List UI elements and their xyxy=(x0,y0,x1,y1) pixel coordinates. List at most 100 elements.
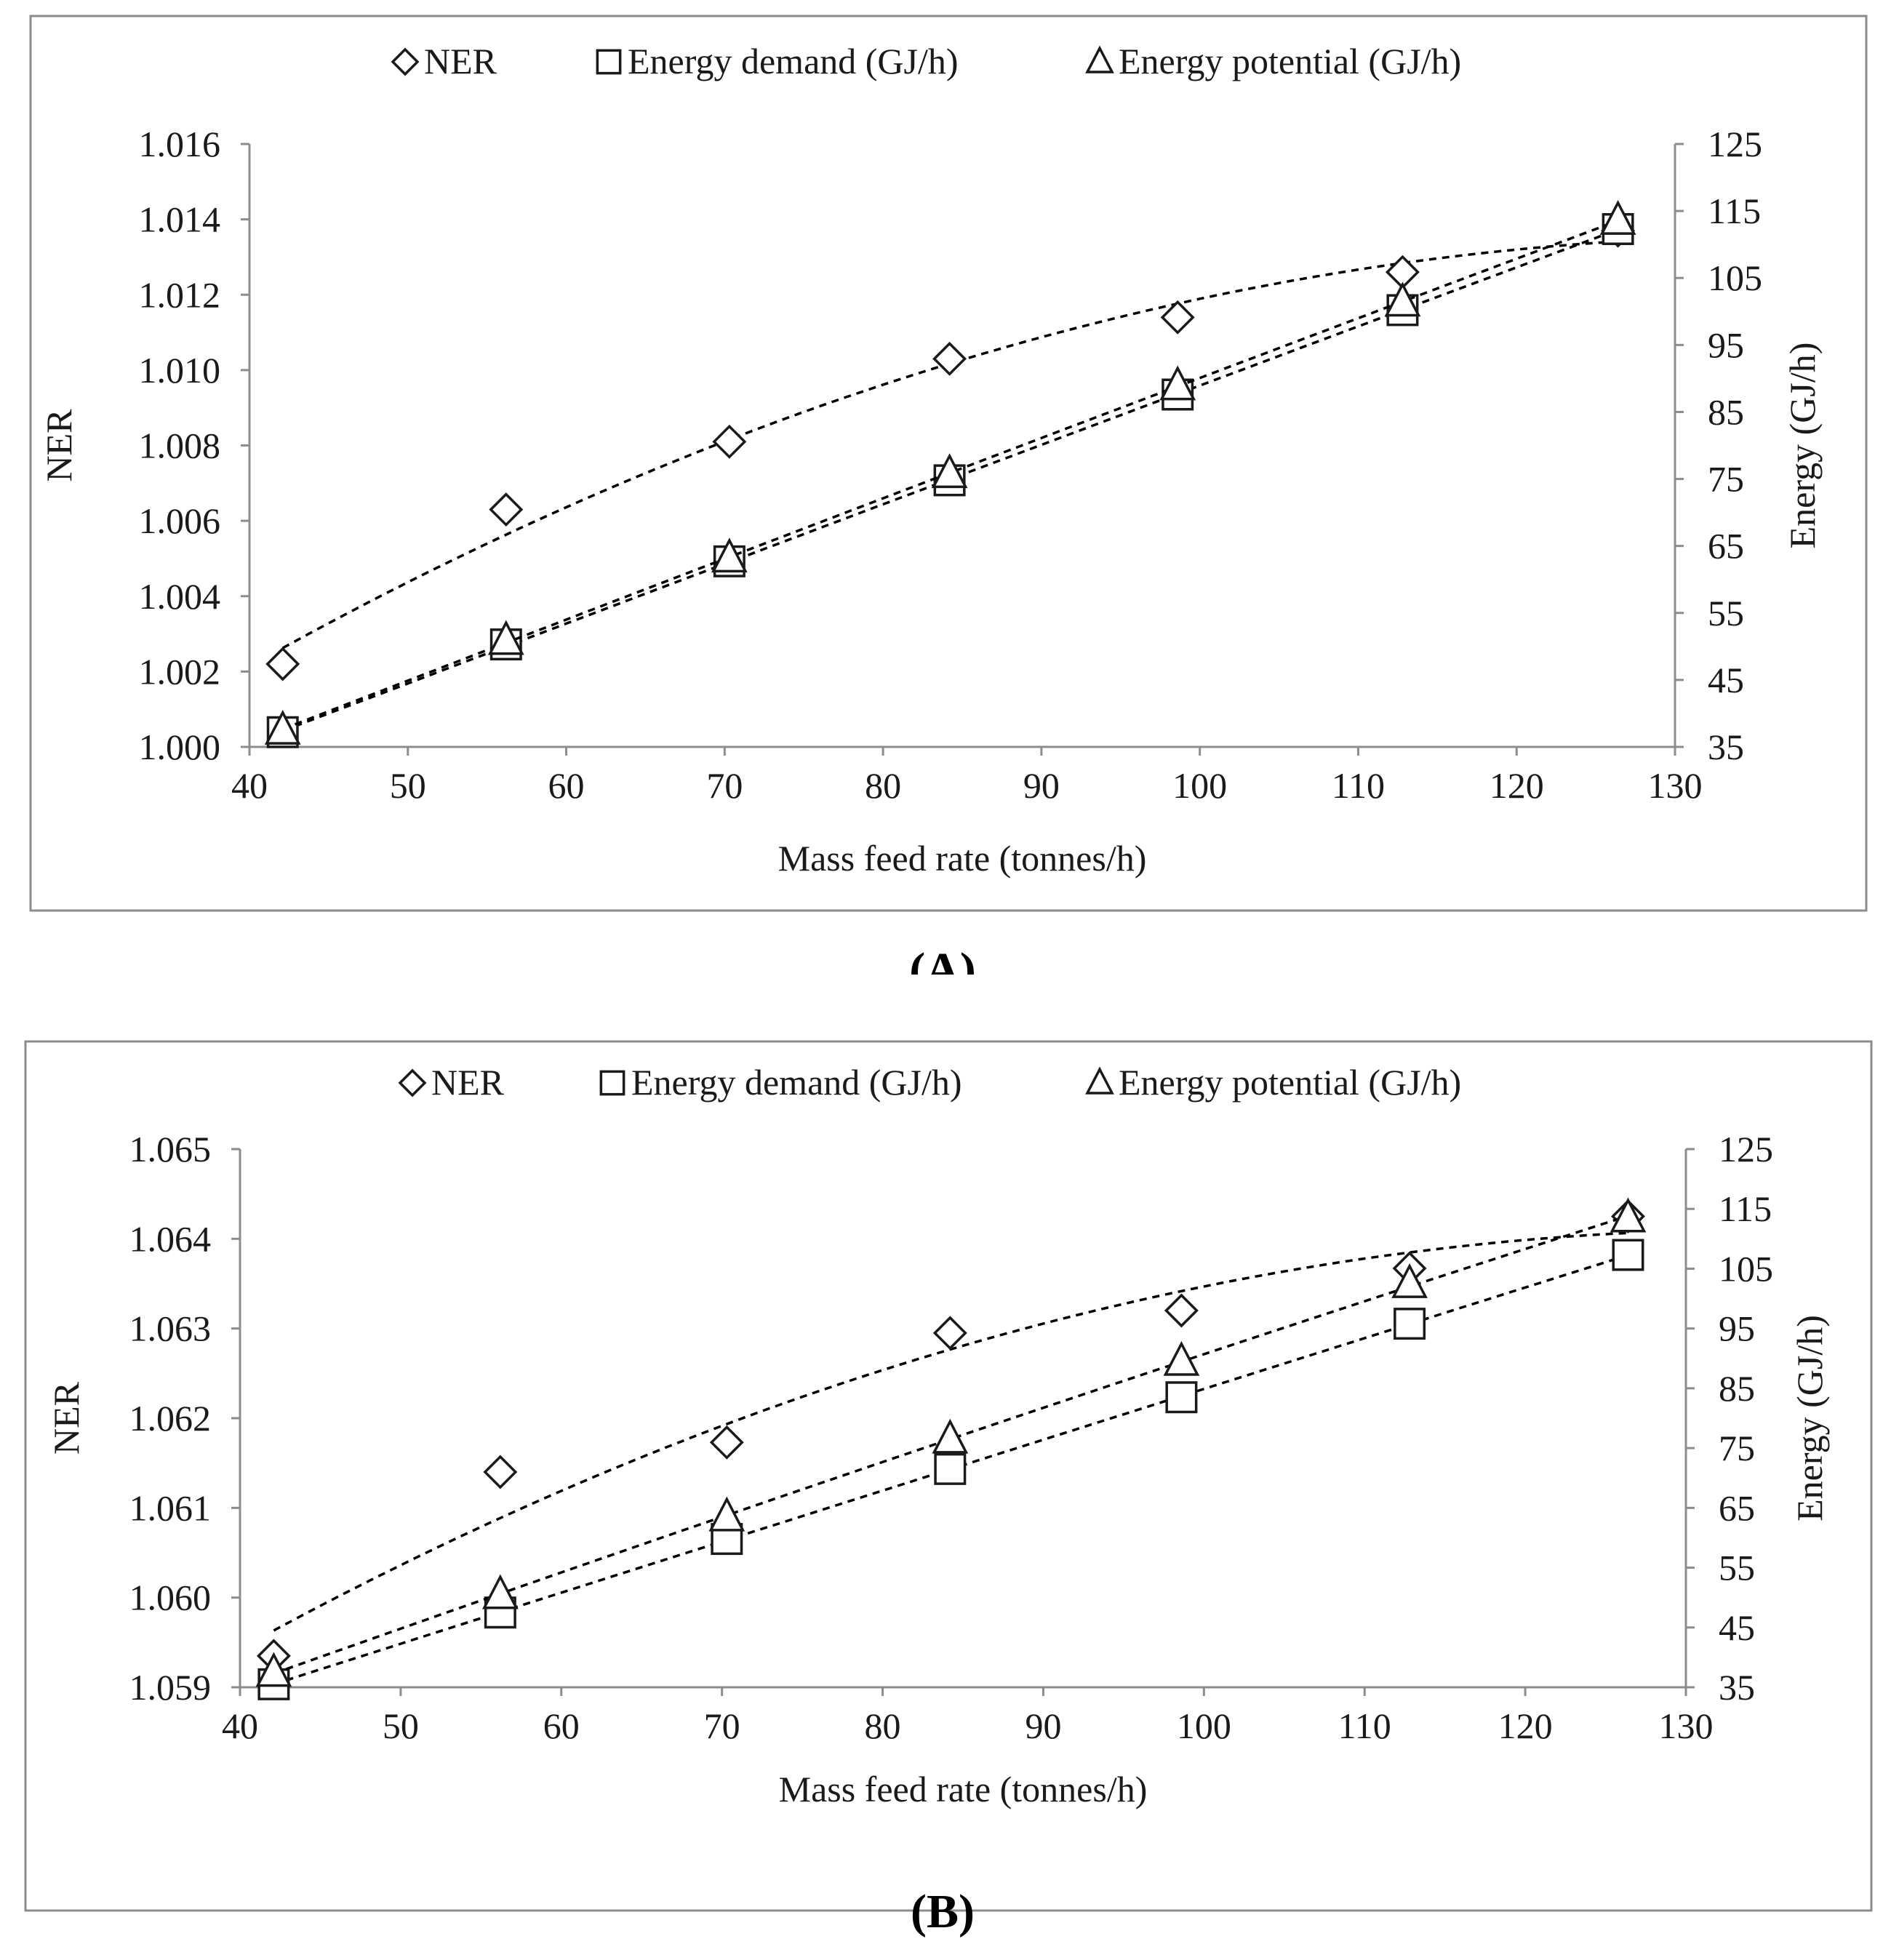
chart-b-right-tick-label: 65 xyxy=(1719,1487,1755,1528)
chart-a-x-tick-label: 50 xyxy=(390,765,426,806)
chart-b-svg: 40 50 60 70 80 90 100 110 120 130 1.059 1.060 1.061 1… xyxy=(24,1040,1873,1938)
chart-b-x-axis-title: Mass feed rate (tonnes/h) xyxy=(779,1769,1148,1809)
chart-b-point-triangle xyxy=(708,1496,745,1532)
chart-a-legend-label: Energy demand (GJ/h) xyxy=(628,41,959,81)
chart-a-legend-marker-diamond xyxy=(391,47,420,76)
chart-a-right-tick-label: 75 xyxy=(1708,459,1744,500)
chart-b-right-tick-label: 75 xyxy=(1719,1428,1755,1468)
chart-a-right-tick-label: 105 xyxy=(1708,257,1762,298)
chart-a-legend-marker-square xyxy=(596,49,622,75)
chart-b-point-triangle xyxy=(1610,1197,1647,1233)
chart-a-left-tick-label: 1.010 xyxy=(139,350,221,391)
chart-b-right-tick-label: 45 xyxy=(1719,1607,1755,1648)
chart-b-x-tick-label: 80 xyxy=(865,1705,901,1746)
chart-a-left-tick-label: 1.012 xyxy=(139,274,221,315)
chart-b-point-triangle xyxy=(481,1574,519,1609)
chart-b-point-triangle xyxy=(932,1418,969,1454)
chart-a-point-diamond xyxy=(712,424,747,459)
chart-a-left-axis-title: NER xyxy=(39,409,79,482)
chart-b-x-tick-label: 60 xyxy=(543,1705,580,1746)
chart-b-point-diamond xyxy=(1164,1293,1199,1328)
chart-b-legend-marker-triangle xyxy=(1085,1066,1114,1095)
chart-b-x-tick-label: 90 xyxy=(1025,1705,1061,1746)
chart-a-right-tick-label: 65 xyxy=(1708,526,1744,567)
chart-b-right-tick-label: 85 xyxy=(1719,1368,1755,1409)
chart-a-right-tick-label: 115 xyxy=(1708,191,1761,231)
chart-b-left-tick-label: 1.060 xyxy=(129,1577,212,1618)
chart-b-left-tick-label: 1.065 xyxy=(129,1129,212,1169)
chart-a-point-triangle xyxy=(264,709,301,745)
chart-b-right-tick-label: 55 xyxy=(1719,1548,1755,1588)
chart-a-legend-label: NER xyxy=(424,41,497,81)
chart-a-svg: 40 50 60 70 80 90 100 110 120 130 1.000 1.002 1.004 1… xyxy=(29,15,1868,975)
chart-b-legend-label: Energy demand (GJ/h) xyxy=(631,1062,962,1103)
chart-a-left-tick-label: 1.004 xyxy=(139,576,221,617)
chart-a-panel-label: (A) xyxy=(909,943,976,975)
chart-a-left-tick-label: 1.016 xyxy=(139,124,221,164)
chart-b-point-triangle xyxy=(1391,1263,1428,1298)
chart-b-x-tick-label: 130 xyxy=(1659,1705,1714,1746)
chart-a-point-triangle xyxy=(1159,365,1196,401)
chart-b-x-tick-label: 110 xyxy=(1338,1705,1391,1746)
chart-b-point-square xyxy=(1165,1381,1198,1414)
chart-a-point-diamond xyxy=(265,647,300,681)
chart-a-left-tick-label: 1.000 xyxy=(139,727,221,767)
chart-a-left-tick-label: 1.006 xyxy=(139,500,221,541)
chart-a-legend-label: Energy potential (GJ/h) xyxy=(1119,41,1461,81)
chart-b-legend-label: Energy potential (GJ/h) xyxy=(1119,1062,1461,1103)
chart-a-x-tick-label: 70 xyxy=(706,765,743,806)
chart-panel-a: 40 50 60 70 80 90 100 110 120 130 1.000 1.002 1.004 1… xyxy=(0,0,1899,975)
chart-b-point-square xyxy=(934,1452,967,1485)
chart-a-right-tick-label: 45 xyxy=(1708,660,1744,700)
chart-b-left-axis-title: NER xyxy=(46,1381,87,1455)
chart-b-point-square xyxy=(1612,1239,1644,1271)
chart-a-x-tick-label: 40 xyxy=(231,765,268,806)
chart-a-x-tick-label: 120 xyxy=(1490,765,1544,806)
chart-a-left-tick-label: 1.008 xyxy=(139,425,221,466)
chart-b-point-triangle xyxy=(255,1652,292,1687)
chart-a-right-tick-label: 125 xyxy=(1708,124,1762,164)
chart-a-right-tick-label: 85 xyxy=(1708,391,1744,432)
chart-b-left-tick-label: 1.062 xyxy=(129,1398,212,1439)
chart-a-right-tick-label: 95 xyxy=(1708,324,1744,365)
chart-b-right-tick-label: 125 xyxy=(1719,1129,1773,1169)
chart-a-point-triangle xyxy=(1599,200,1636,235)
chart-a-legend-marker-triangle xyxy=(1085,45,1114,73)
chart-b-point-diamond xyxy=(932,1316,967,1351)
chart-b-point-diamond xyxy=(709,1425,744,1460)
chart-b-x-tick-label: 70 xyxy=(704,1705,740,1746)
chart-a-x-tick-label: 110 xyxy=(1332,765,1385,806)
chart-a-right-axis-title: Energy (GJ/h) xyxy=(1782,343,1823,549)
chart-b-left-tick-label: 1.064 xyxy=(129,1218,212,1259)
chart-b-point-square xyxy=(1394,1308,1426,1340)
chart-a-right-tick-label: 35 xyxy=(1708,727,1744,767)
chart-b-x-tick-label: 120 xyxy=(1498,1705,1553,1746)
chart-a-x-tick-label: 60 xyxy=(548,765,585,806)
chart-b-point-diamond xyxy=(483,1455,518,1489)
chart-b-right-tick-label: 105 xyxy=(1719,1248,1773,1289)
chart-b-left-tick-label: 1.061 xyxy=(129,1487,212,1528)
chart-b-right-tick-label: 115 xyxy=(1719,1188,1772,1229)
chart-b-panel-label: (B) xyxy=(911,1885,975,1938)
chart-a-x-tick-label: 100 xyxy=(1172,765,1227,806)
chart-b-point-triangle xyxy=(1163,1340,1200,1376)
chart-a-right-tick-label: 55 xyxy=(1708,593,1744,633)
chart-a-left-tick-label: 1.002 xyxy=(139,651,221,692)
chart-b-right-axis-title: Energy (GJ/h) xyxy=(1789,1315,1830,1521)
chart-a-x-tick-label: 130 xyxy=(1648,765,1703,806)
chart-b-legend-marker-square xyxy=(599,1070,625,1096)
chart-b-right-tick-label: 95 xyxy=(1719,1308,1755,1349)
chart-a-point-diamond xyxy=(489,492,524,527)
chart-b-legend-marker-diamond xyxy=(398,1068,427,1097)
chart-a-x-tick-label: 80 xyxy=(865,765,901,806)
chart-b-x-tick-label: 50 xyxy=(383,1705,419,1746)
chart-b-x-tick-label: 40 xyxy=(222,1705,258,1746)
chart-a-point-triangle xyxy=(1384,281,1421,317)
chart-b-legend-label: NER xyxy=(431,1062,505,1103)
chart-a-point-diamond xyxy=(932,341,967,376)
chart-a-point-diamond xyxy=(1160,300,1195,335)
chart-a-point-triangle xyxy=(931,453,968,489)
chart-a-point-triangle xyxy=(711,537,748,573)
chart-b-left-tick-label: 1.059 xyxy=(129,1667,212,1708)
chart-a-point-triangle xyxy=(487,620,524,655)
